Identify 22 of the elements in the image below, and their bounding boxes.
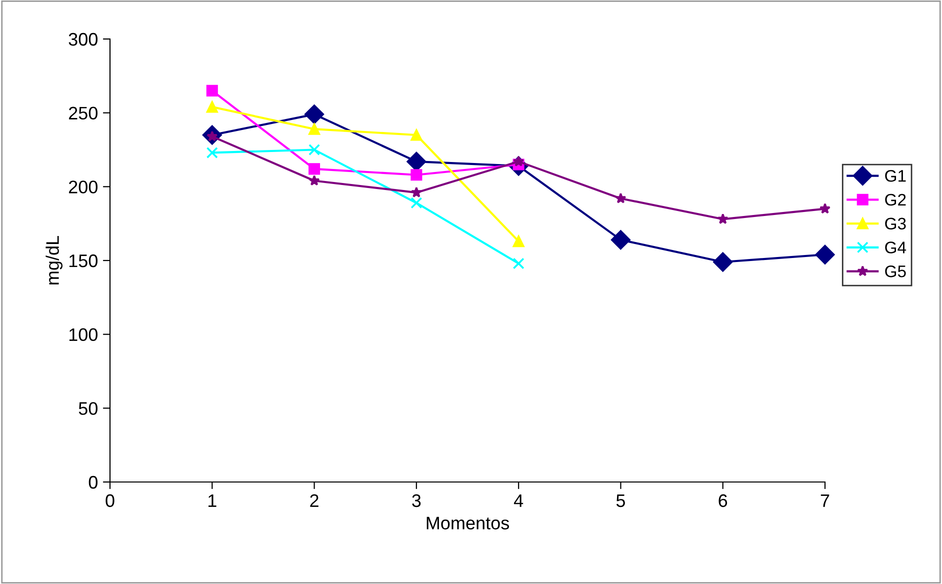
x-tick-label: 5 <box>616 494 625 508</box>
x-tick-label: 7 <box>820 494 830 507</box>
x-tick-label: 3 <box>412 494 421 508</box>
legend-label: G5 <box>885 265 906 278</box>
x-tick-label: 6 <box>718 494 728 508</box>
legend-label: G3 <box>885 218 906 230</box>
x-axis-title: Momentos <box>426 516 509 530</box>
legend-label: G1 <box>885 170 906 182</box>
y-tick-label: 50 <box>78 402 98 415</box>
x-tick-label: 4 <box>514 494 524 507</box>
y-tick-label: 0 <box>88 476 98 489</box>
y-tick-label: 200 <box>68 180 98 194</box>
y-tick-label: 100 <box>69 328 98 342</box>
y-axis-title: mg/dL <box>46 236 63 284</box>
y-tick-label: 250 <box>68 106 98 120</box>
y-tick-label: 300 <box>68 32 98 46</box>
legend-label: G4 <box>885 242 906 254</box>
x-tick-label: 0 <box>106 494 114 508</box>
x-tick-label: 2 <box>310 494 318 507</box>
y-tick-label: 150 <box>69 254 98 268</box>
x-tick-label: 1 <box>208 494 216 507</box>
legend-label: G2 <box>885 194 906 206</box>
